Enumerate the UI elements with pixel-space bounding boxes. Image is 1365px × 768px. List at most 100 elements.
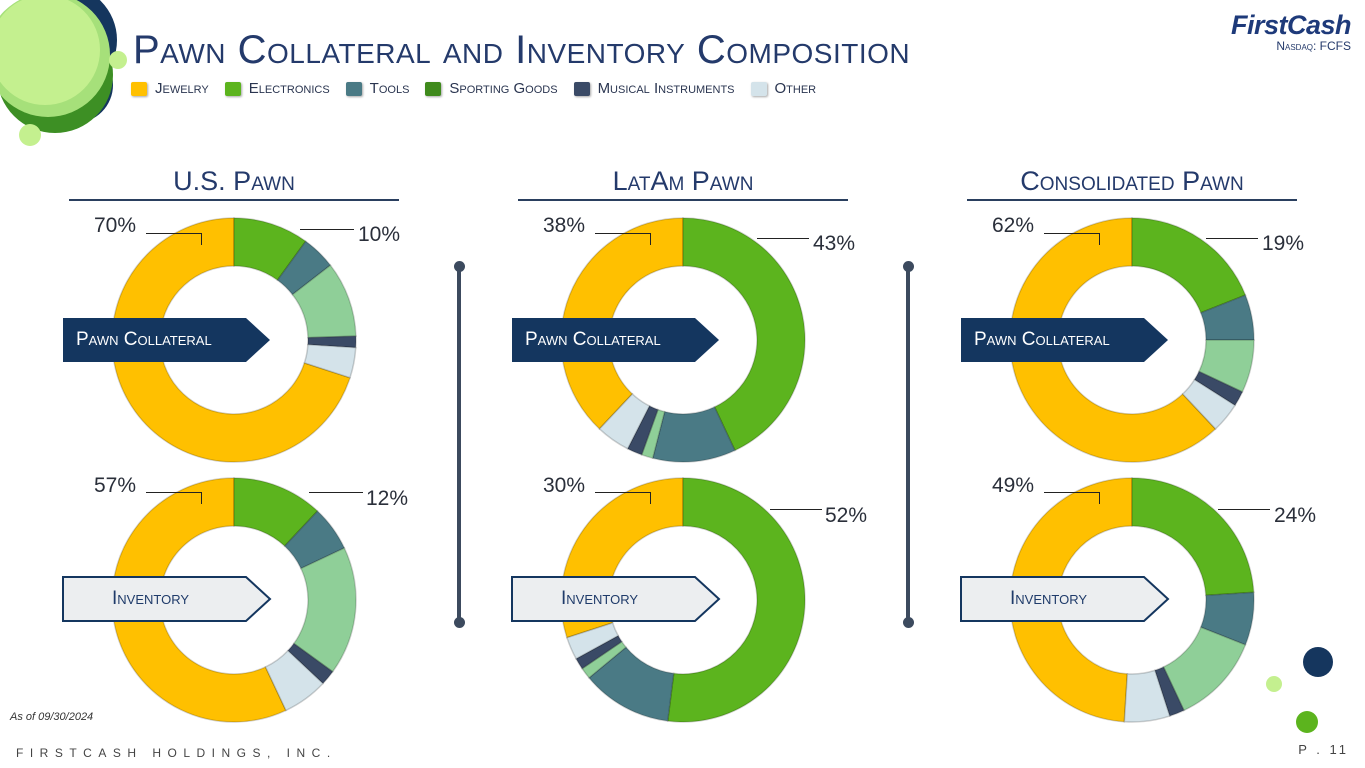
page-number: P . 11 (1298, 742, 1349, 757)
decorative-circles (0, 0, 127, 146)
separator-dot (902, 617, 914, 628)
legend: Jewelry Electronics Tools Sporting Goods… (131, 80, 816, 97)
leader-line (201, 492, 202, 504)
data-label-electronics: 24% (1274, 504, 1317, 527)
donut-slice-tools (587, 646, 675, 722)
donut-slice-jewelry (111, 217, 351, 463)
data-label-electronics: 12% (366, 487, 409, 510)
tag-arrow-shape (62, 576, 272, 622)
donut-slice-tools (276, 240, 332, 296)
data-label-electronics: 10% (358, 223, 401, 246)
tag-arrow-shape (961, 318, 1168, 362)
donut-slice-other (1123, 669, 1171, 723)
tag-pawn-collateral: Pawn Collateral (76, 329, 212, 350)
data-label-jewelry: 38% (543, 214, 586, 237)
donut-consolidated-collateral (1009, 217, 1255, 463)
donut-slice-other (598, 392, 651, 450)
leader-line (1099, 233, 1100, 245)
data-label-electronics: 19% (1262, 232, 1305, 255)
donut-slice-other-green (292, 547, 357, 673)
legend-item: Jewelry (131, 80, 209, 97)
donut-us-inventory (111, 477, 357, 723)
tag-arrow-shape (63, 318, 270, 362)
data-label-jewelry: 70% (94, 214, 137, 237)
firstcash-logo: FirstCash Nasdaq: FCFS (1231, 10, 1352, 53)
leader-line (757, 238, 809, 239)
leader-line (650, 233, 651, 245)
legend-item: Tools (345, 80, 410, 97)
legend-swatch (224, 81, 241, 96)
logo-ticker: Nasdaq: FCFS (1276, 39, 1351, 53)
section-title-consolidated: Consolidated Pawn (967, 166, 1297, 201)
tag-arrow-shape (511, 576, 721, 622)
donut-slice-other (303, 343, 357, 379)
separator-dot (902, 261, 914, 272)
legend-label: Musical Instruments (597, 80, 735, 97)
legend-swatch (131, 81, 147, 96)
data-label-jewelry: 57% (94, 474, 137, 497)
leader-line (1044, 492, 1100, 493)
donut-slice-tools (1199, 591, 1255, 646)
data-label-electronics: 52% (825, 504, 868, 527)
donut-consolidated-inventory (1009, 477, 1255, 723)
donut-slice-jewelry (1009, 477, 1133, 723)
donut-slice-musical-instruments (286, 642, 334, 685)
legend-label: Sporting Goods (449, 80, 558, 97)
tag-inventory: Inventory (561, 588, 639, 609)
tag-inventory: Inventory (112, 588, 190, 609)
leader-line (201, 233, 202, 245)
section-title-us: U.S. Pawn (69, 166, 399, 201)
donut-slice-other (1181, 378, 1237, 430)
leader-line (309, 492, 363, 493)
donut-latam-collateral (560, 217, 806, 463)
legend-item: Sporting Goods (425, 80, 558, 97)
legend-item: Musical Instruments (573, 80, 735, 97)
leader-line (146, 492, 202, 493)
separator-line (906, 266, 910, 623)
donut-slice-electronics (1131, 217, 1247, 314)
tag-pawn-collateral: Pawn Collateral (974, 329, 1110, 350)
donut-slice-jewelry (111, 477, 287, 723)
separator-line (457, 266, 461, 623)
separator-dot (453, 261, 465, 272)
tag-arrow-shape (960, 576, 1170, 622)
donut-slice-jewelry (1009, 217, 1217, 463)
leader-line (1206, 238, 1258, 239)
donut-slice-other (264, 649, 324, 712)
decorative-dots (1266, 647, 1333, 733)
legend-item: Electronics (224, 80, 330, 97)
donut-slice-other (566, 621, 620, 660)
donut-slice-musical-instruments (1153, 665, 1185, 717)
legend-swatch (573, 81, 590, 96)
legend-swatch (345, 81, 362, 96)
data-label-jewelry: 49% (992, 474, 1035, 497)
footer-company: FIRSTCASH HOLDINGS, INC. (16, 746, 337, 760)
legend-label: Tools (369, 80, 410, 97)
leader-line (1044, 233, 1100, 234)
leader-line (770, 509, 822, 510)
donut-slice-electronics (682, 217, 806, 452)
donut-slice-musical-instruments (575, 634, 623, 670)
leader-line (650, 492, 651, 504)
tag-pawn-collateral: Pawn Collateral (525, 329, 661, 350)
leader-line (595, 492, 651, 493)
tag-inventory: Inventory (1010, 588, 1088, 609)
donut-us-collateral (111, 217, 357, 463)
leader-line (300, 229, 354, 230)
data-label-jewelry: 30% (543, 474, 586, 497)
separator-dot (453, 617, 465, 628)
donut-slice-musical-instruments (1193, 370, 1244, 407)
leader-line (146, 233, 202, 234)
donut-slice-tools (283, 510, 346, 570)
as-of-date: As of 09/30/2024 (10, 711, 94, 723)
legend-label: Electronics (248, 80, 330, 97)
leader-line (595, 233, 651, 234)
legend-label: Jewelry (155, 80, 209, 97)
legend-swatch (425, 81, 442, 96)
tag-arrow-shape (512, 318, 719, 362)
donut-slice-musical-instruments (307, 335, 357, 349)
donut-slice-electronics (233, 477, 319, 548)
leader-line (1099, 492, 1100, 504)
donut-slice-electronics (233, 217, 307, 282)
page-title: Pawn Collateral and Inventory Compositio… (133, 28, 911, 72)
